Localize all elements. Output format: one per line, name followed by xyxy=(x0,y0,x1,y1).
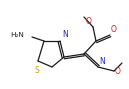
Text: O: O xyxy=(111,25,117,34)
Text: S: S xyxy=(35,66,39,75)
Text: N: N xyxy=(99,57,105,66)
Text: N: N xyxy=(62,30,68,39)
Text: H₂N: H₂N xyxy=(10,32,24,38)
Text: O: O xyxy=(115,66,121,75)
Text: O: O xyxy=(86,17,92,26)
